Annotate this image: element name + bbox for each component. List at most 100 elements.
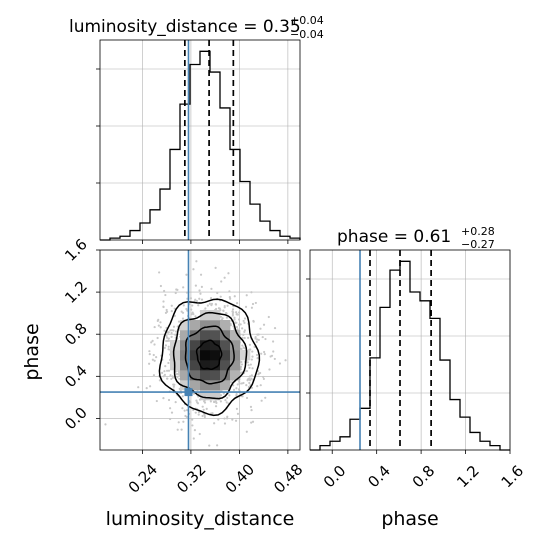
scatter-point (185, 291, 188, 294)
scatter-point (172, 385, 175, 388)
scatter-point (229, 297, 232, 300)
histogram-phase (310, 260, 510, 451)
density-cell (180, 380, 191, 391)
x-tick-label: 0.4 (364, 462, 394, 492)
scatter-point (181, 395, 184, 398)
scatter-point (236, 328, 239, 331)
scatter-point (254, 337, 257, 340)
scatter-point (167, 345, 170, 348)
scatter-point (247, 336, 250, 339)
scatter-point (256, 384, 259, 388)
scatter-point (167, 348, 170, 351)
density-cell (190, 380, 201, 391)
x-tick-label: 0.8 (409, 462, 439, 492)
scatter-point (238, 380, 241, 383)
scatter-point (164, 365, 167, 368)
scatter-point (176, 373, 179, 376)
scatter-point (251, 350, 254, 353)
scatter-point (148, 353, 151, 356)
scatter-point (181, 407, 184, 410)
scatter-point (162, 305, 165, 309)
scatter-point (257, 333, 260, 336)
density-cell (210, 360, 221, 371)
scatter-point (216, 444, 219, 447)
scatter-point (157, 324, 160, 327)
scatter-point (243, 317, 247, 320)
scatter-point (226, 396, 229, 400)
scatter-point (165, 308, 168, 312)
scatter-point (224, 399, 227, 402)
scatter-point (167, 398, 171, 402)
scatter-point (254, 301, 257, 305)
scatter-point (271, 340, 275, 343)
scatter-point (231, 418, 234, 421)
scatter-point (159, 326, 162, 329)
title-luminosity-distance-plus: +0.04 (290, 14, 324, 27)
scatter-point (237, 318, 241, 321)
scatter-point (171, 375, 174, 378)
scatter-point (210, 304, 213, 307)
scatter-point (255, 353, 259, 357)
density-cell (230, 360, 241, 371)
scatter-point (155, 356, 158, 359)
scatter-point (228, 394, 231, 397)
density-cell (230, 330, 241, 341)
scatter-point (243, 329, 246, 332)
scatter-point (234, 419, 238, 422)
density-cell (210, 370, 221, 381)
density-cell (230, 350, 241, 361)
x-tick-label: 1.2 (453, 462, 483, 492)
title-phase: phase = 0.61 (337, 227, 451, 247)
panel-marginal-luminosity-distance: luminosity_distance = 0.35 +0.04 −0.04 (69, 14, 324, 244)
density-cell (180, 360, 191, 371)
xlabel-luminosity-distance: luminosity_distance (106, 508, 295, 530)
scatter-point (245, 384, 248, 387)
scatter-point (197, 411, 201, 414)
contour-line (195, 339, 223, 370)
scatter-point (240, 382, 243, 385)
scatter-point (263, 353, 266, 356)
scatter-point (248, 366, 251, 369)
scatter-point (214, 405, 218, 408)
scatter-point (238, 323, 241, 326)
scatter-point (192, 437, 195, 440)
scatter-point (196, 401, 199, 404)
density-cell (230, 370, 241, 381)
scatter-point (216, 291, 219, 295)
scatter-point (243, 321, 246, 324)
density-cell (220, 320, 231, 331)
xlabel-phase: phase (381, 508, 438, 530)
scatter-point (272, 350, 275, 353)
density-cell (220, 330, 231, 341)
scatter-point (247, 385, 251, 389)
scatter-point (170, 331, 173, 335)
scatter-point (194, 284, 197, 287)
scatter-point (201, 405, 204, 408)
scatter-point (197, 413, 200, 416)
scatter-point (156, 336, 159, 340)
density-cell (220, 380, 231, 391)
density-contours (158, 298, 261, 417)
scatter-point (167, 369, 171, 372)
scatter-point (252, 320, 255, 323)
scatter-point (182, 304, 185, 307)
scatter-point (162, 375, 165, 378)
scatter-point (200, 285, 203, 288)
scatter-point (148, 350, 151, 353)
scatter-point (235, 387, 238, 390)
scatter-point (195, 260, 198, 263)
scatter-point (205, 407, 208, 411)
scatter-point (235, 321, 238, 324)
density-cell (190, 340, 201, 351)
density-cell (220, 370, 231, 381)
scatter-point (246, 378, 250, 381)
density-cell (180, 330, 191, 341)
scatter-point (178, 377, 181, 380)
scatter-point (195, 399, 198, 402)
scatter-point (164, 344, 168, 347)
scatter-point (150, 341, 153, 344)
scatter-point (165, 336, 169, 339)
grid-luminosity-distance (100, 40, 300, 240)
scatter-point (245, 369, 248, 373)
scatter-point (170, 411, 174, 414)
